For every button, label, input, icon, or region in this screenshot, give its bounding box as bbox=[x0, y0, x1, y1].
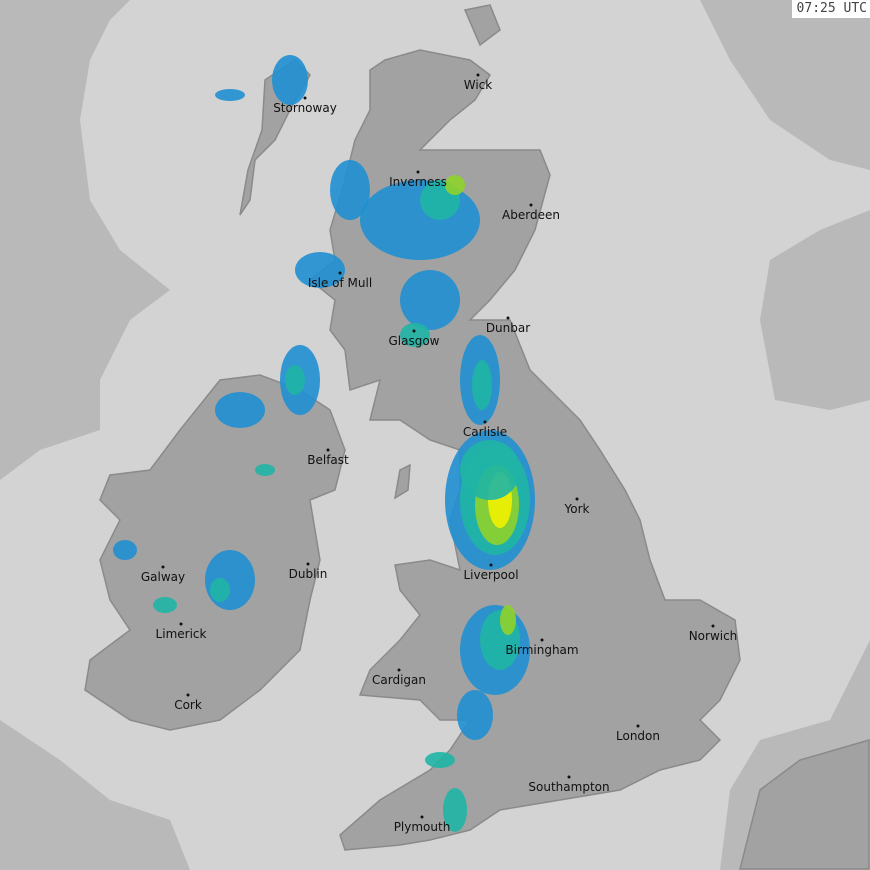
city-label: Norwich bbox=[689, 629, 738, 643]
city-label: York bbox=[564, 502, 590, 516]
city-dot bbox=[506, 316, 510, 320]
city-label: Liverpool bbox=[463, 568, 518, 582]
shetland-orkney bbox=[463, 4, 501, 47]
city-label: London bbox=[616, 729, 660, 743]
city-dot bbox=[161, 565, 165, 569]
city-dot bbox=[529, 203, 533, 207]
timestamp: 07:25 UTC bbox=[791, 0, 870, 18]
city-labels: Stornoway Wick Inverness Aberdeen Isle of Mu… bbox=[141, 73, 738, 834]
rain-cell bbox=[272, 55, 308, 105]
city-label: Dunbar bbox=[486, 321, 530, 335]
rain-cell bbox=[400, 323, 430, 347]
rain-cell bbox=[460, 440, 520, 500]
city-label: Belfast bbox=[307, 453, 349, 467]
rain-cell bbox=[113, 540, 137, 560]
rain-cell bbox=[285, 365, 305, 395]
rain-cell bbox=[255, 464, 275, 476]
city-dot bbox=[711, 624, 715, 628]
city-dot bbox=[412, 329, 416, 333]
city-dot bbox=[567, 775, 571, 779]
city-dot bbox=[326, 448, 330, 452]
city-dot bbox=[489, 563, 493, 567]
city-label: Galway bbox=[141, 570, 185, 584]
rain-cell bbox=[400, 270, 460, 330]
rain-cell bbox=[445, 175, 465, 195]
city-label: Wick bbox=[464, 78, 493, 92]
city-label: Aberdeen bbox=[502, 208, 560, 222]
city-label: Birmingham bbox=[505, 643, 578, 657]
city-label: Cork bbox=[174, 698, 202, 712]
city-label: Inverness bbox=[389, 175, 447, 189]
rain-cell bbox=[205, 550, 255, 610]
city-dot bbox=[186, 693, 190, 697]
city-dot bbox=[303, 96, 307, 100]
rain-cell bbox=[215, 89, 245, 101]
city-dot bbox=[483, 420, 487, 424]
rain-echoes bbox=[113, 55, 535, 832]
city-dot bbox=[397, 668, 401, 672]
city-label: Cardigan bbox=[372, 673, 426, 687]
rain-cell bbox=[443, 788, 467, 832]
city-dot bbox=[306, 562, 310, 566]
city-label: Limerick bbox=[156, 627, 207, 641]
continent bbox=[739, 739, 870, 870]
isle-of-man bbox=[393, 463, 411, 500]
rain-cell bbox=[472, 360, 492, 410]
city-dot bbox=[420, 815, 424, 819]
rain-cell bbox=[210, 578, 230, 602]
city-label: Plymouth bbox=[394, 820, 451, 834]
city-dot bbox=[636, 724, 640, 728]
city-label: Dublin bbox=[289, 567, 328, 581]
city-dot bbox=[338, 271, 342, 275]
rain-cell bbox=[330, 160, 370, 220]
rain-cell bbox=[425, 752, 455, 768]
city-dot bbox=[179, 622, 183, 626]
city-label: Isle of Mull bbox=[308, 276, 372, 290]
city-dot bbox=[575, 497, 579, 501]
rain-cell bbox=[153, 597, 177, 613]
city-dot bbox=[416, 170, 420, 174]
rain-cell bbox=[295, 252, 345, 288]
rain-cell bbox=[500, 605, 516, 635]
ireland bbox=[84, 374, 346, 731]
city-label: Carlisle bbox=[463, 425, 507, 439]
city-dot bbox=[476, 73, 480, 77]
rain-cell bbox=[215, 392, 265, 428]
city-dot bbox=[540, 638, 544, 642]
rain-cell bbox=[457, 690, 493, 740]
city-label: Stornoway bbox=[273, 101, 337, 115]
city-label: Glasgow bbox=[388, 334, 439, 348]
city-label: Southampton bbox=[528, 780, 609, 794]
